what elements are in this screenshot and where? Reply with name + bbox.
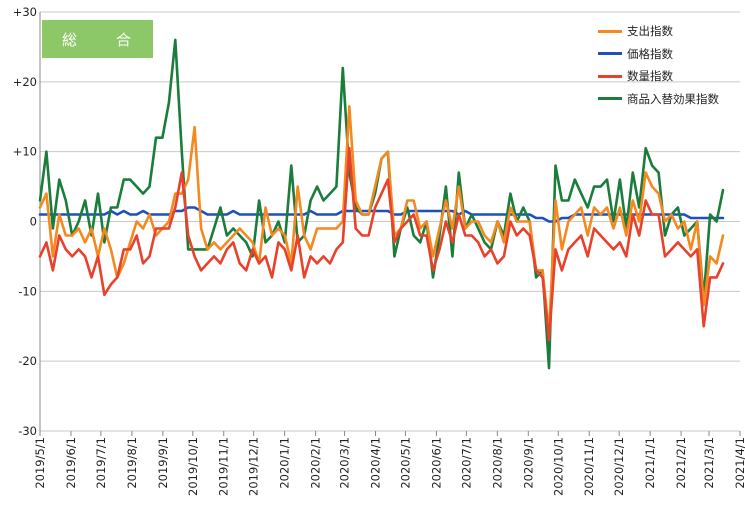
- x-tick-label: 2019/11/1: [217, 437, 231, 496]
- x-tick-label: 2019/7/1: [94, 437, 108, 489]
- x-tick-label: 2020/2/1: [309, 437, 323, 489]
- x-tick-label: 2021/1/1: [643, 437, 657, 489]
- x-tick-label: 2019/5/1: [33, 437, 47, 489]
- x-tick-label: 2019/8/1: [125, 437, 139, 489]
- x-tick-label: 2020/10/1: [551, 437, 565, 496]
- x-tick-label: 2019/9/1: [156, 437, 170, 489]
- y-tick-label: 0: [30, 215, 37, 229]
- x-tick-label: 2020/11/1: [582, 437, 596, 496]
- x-tick-label: 2019/6/1: [64, 437, 78, 489]
- x-axis: 2019/5/1 2019/6/1 2019/7/1 2019/8/1 2019/9/1…: [33, 431, 745, 496]
- legend-label-price: 価格指数: [627, 46, 673, 61]
- x-tick-label: 2020/8/1: [490, 437, 504, 489]
- legend-swatch-price: [598, 52, 622, 56]
- legend: 支出指数 価格指数 数量指数 商品入替効果指数: [598, 20, 719, 110]
- x-tick-label: 2021/2/1: [674, 437, 688, 489]
- x-tick-label: 2021/3/1: [702, 437, 716, 489]
- legend-item-replacement: 商品入替効果指数: [598, 88, 719, 111]
- chart-title: 総 合: [61, 30, 143, 49]
- y-tick-label: -30: [18, 424, 37, 438]
- x-tick-label: 2020/12/1: [612, 437, 626, 496]
- legend-label-spending: 支出指数: [627, 24, 673, 39]
- legend-item-quantity: 数量指数: [598, 65, 719, 88]
- x-tick-label: 2020/4/1: [369, 437, 383, 489]
- y-tick-label: -10: [18, 284, 37, 298]
- y-tick-label: +20: [13, 75, 37, 89]
- x-tick-label: 2019/10/1: [186, 437, 200, 496]
- chart-title-badge: 総 合: [42, 20, 153, 58]
- x-tick-label: 2019/12/1: [247, 437, 261, 496]
- series-line-quantity: [38, 146, 725, 342]
- legend-swatch-replacement: [598, 97, 622, 101]
- legend-swatch-spending: [598, 29, 622, 33]
- grid-lines: [40, 11, 740, 432]
- legend-item-spending: 支出指数: [598, 20, 719, 43]
- y-tick-label: +30: [13, 5, 37, 19]
- x-tick-label: 2020/3/1: [338, 437, 352, 489]
- series-line-spending: [38, 105, 725, 335]
- y-axis: +30 +20 +10 0 -10 -20 -30: [13, 5, 41, 438]
- x-tick-label: 2020/9/1: [521, 437, 535, 489]
- x-tick-label: 2020/5/1: [398, 437, 412, 489]
- legend-item-price: 価格指数: [598, 43, 719, 66]
- y-tick-label: -20: [18, 354, 37, 368]
- x-tick-label: 2020/6/1: [429, 437, 443, 489]
- series-lines: [38, 38, 725, 370]
- x-tick-label: 2020/7/1: [459, 437, 473, 489]
- legend-label-quantity: 数量指数: [627, 69, 673, 84]
- legend-label-replacement: 商品入替効果指数: [627, 91, 719, 106]
- legend-swatch-quantity: [598, 74, 622, 78]
- x-tick-label: 2020/1/1: [278, 437, 292, 489]
- y-tick-label: +10: [13, 145, 37, 159]
- x-tick-label: 2021/4/1: [733, 437, 745, 489]
